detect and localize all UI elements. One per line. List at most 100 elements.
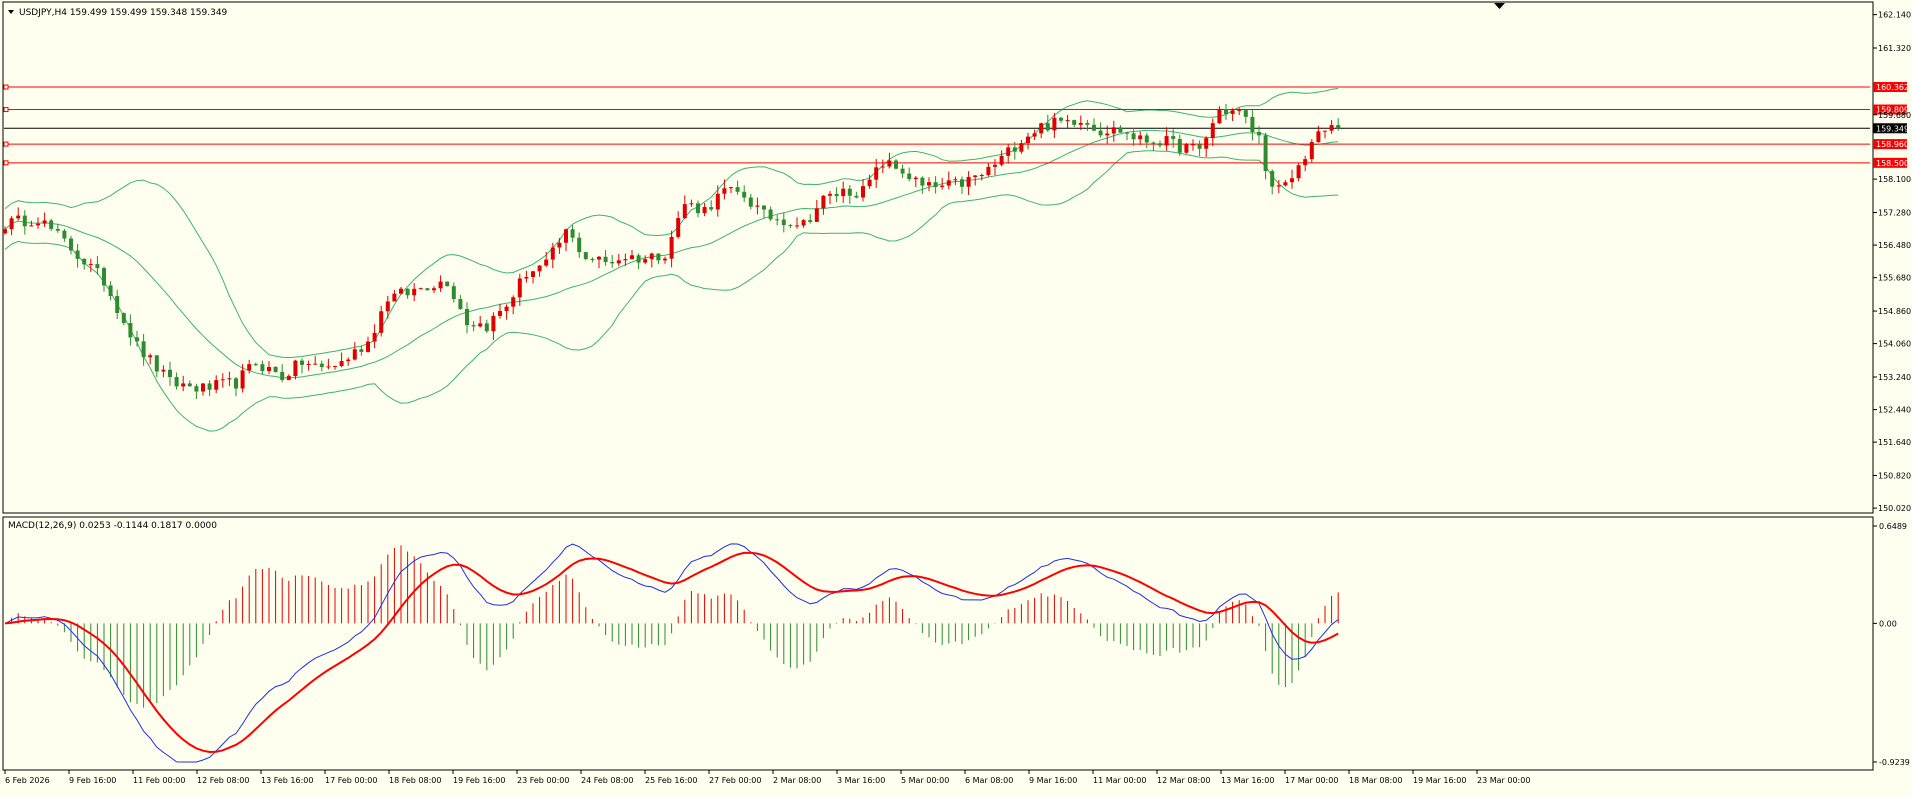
candle-body bbox=[597, 256, 601, 260]
candle-body bbox=[1257, 131, 1261, 136]
candle-body bbox=[465, 308, 469, 326]
candle-body bbox=[623, 259, 628, 261]
time-tick-label: 11 Mar 00:00 bbox=[1093, 776, 1146, 785]
candle bbox=[696, 200, 700, 218]
level-handle-2[interactable] bbox=[3, 141, 9, 147]
candle-body bbox=[201, 383, 205, 392]
candle bbox=[366, 336, 370, 353]
price-tick-label: 150.820 bbox=[1878, 472, 1911, 481]
candle-body bbox=[570, 229, 575, 238]
level-handle-0[interactable] bbox=[3, 84, 9, 90]
candle bbox=[643, 255, 648, 265]
candle bbox=[933, 176, 938, 194]
candle bbox=[88, 258, 93, 273]
candle bbox=[174, 372, 179, 390]
candle bbox=[69, 236, 73, 255]
candle-body bbox=[676, 218, 681, 237]
candle bbox=[451, 282, 456, 303]
candle-body bbox=[399, 288, 403, 294]
candle bbox=[1118, 125, 1123, 133]
candle bbox=[1243, 109, 1248, 124]
candle-body bbox=[537, 265, 542, 272]
horizontal-levels[interactable]: 160.362 159.809 158.960 158.500 159.349 bbox=[3, 82, 1909, 168]
candle bbox=[689, 199, 694, 207]
candle-body bbox=[366, 341, 370, 352]
candle-body bbox=[1323, 130, 1327, 132]
candle-body bbox=[1085, 122, 1090, 125]
candle-body bbox=[1059, 117, 1063, 121]
candle bbox=[1131, 127, 1136, 146]
candle-body bbox=[1026, 136, 1030, 144]
candle-body bbox=[425, 288, 430, 291]
candle bbox=[399, 286, 403, 295]
candle bbox=[280, 364, 285, 383]
candle bbox=[960, 176, 964, 194]
candle-body bbox=[1316, 131, 1321, 143]
candle-body bbox=[531, 271, 535, 278]
candle bbox=[1290, 169, 1294, 189]
candle bbox=[207, 380, 212, 396]
candle bbox=[273, 366, 278, 373]
candle-body bbox=[1164, 136, 1169, 146]
candle bbox=[214, 375, 219, 394]
candle-body bbox=[1329, 125, 1334, 131]
candle bbox=[1270, 169, 1275, 195]
candle-body bbox=[801, 220, 806, 226]
candle-body bbox=[273, 366, 278, 372]
candle-body bbox=[1131, 133, 1136, 140]
level-handle-3[interactable] bbox=[3, 160, 9, 166]
candle bbox=[1224, 103, 1228, 120]
candle bbox=[154, 355, 159, 378]
symbol-menu-triangle-icon[interactable] bbox=[8, 10, 14, 14]
candle-body bbox=[1138, 135, 1143, 140]
candle-body bbox=[9, 218, 14, 230]
candle-body bbox=[168, 369, 172, 378]
candle-body bbox=[986, 166, 991, 176]
candle-body bbox=[663, 258, 667, 261]
candle-body bbox=[1296, 165, 1301, 179]
candle-body bbox=[29, 225, 34, 227]
level-price-tag-1 bbox=[1873, 104, 1907, 115]
candle-body bbox=[69, 238, 73, 251]
level-handle-1[interactable] bbox=[3, 107, 9, 113]
candle-body bbox=[379, 311, 384, 333]
candle bbox=[346, 357, 351, 366]
candle-body bbox=[346, 359, 351, 362]
candle bbox=[1085, 119, 1090, 131]
candle-body bbox=[1045, 123, 1050, 131]
candle-body bbox=[1204, 138, 1209, 149]
candle-body bbox=[1151, 142, 1156, 144]
candle bbox=[940, 177, 945, 190]
candle-body bbox=[313, 363, 318, 365]
chart-shift-marker-icon[interactable] bbox=[1494, 3, 1505, 9]
candle-body bbox=[286, 376, 291, 380]
price-tick-label: 156.480 bbox=[1878, 241, 1911, 250]
time-tick-label: 6 Feb 2026 bbox=[5, 776, 50, 785]
candle-body bbox=[491, 315, 496, 332]
candle-body bbox=[1177, 138, 1182, 153]
time-tick-label: 27 Feb 00:00 bbox=[709, 776, 761, 785]
candle-body bbox=[999, 155, 1004, 165]
candle-body bbox=[913, 177, 918, 180]
candle-body bbox=[458, 299, 463, 309]
candle-body bbox=[834, 193, 839, 197]
candle-body bbox=[854, 195, 859, 198]
candle-body bbox=[696, 203, 700, 214]
candle bbox=[544, 251, 549, 268]
candle-body bbox=[735, 187, 740, 192]
price-tick-label: 154.860 bbox=[1878, 307, 1911, 316]
time-tick-label: 18 Mar 08:00 bbox=[1349, 776, 1402, 785]
candle-body bbox=[1039, 123, 1044, 134]
time-tick-label: 5 Mar 00:00 bbox=[901, 776, 949, 785]
candle bbox=[854, 191, 859, 199]
candle bbox=[1026, 132, 1030, 150]
macd-tick-label: 0.6489 bbox=[1879, 522, 1907, 531]
price-tick-label: 153.240 bbox=[1878, 373, 1911, 382]
candle-body bbox=[550, 247, 555, 260]
candle-body bbox=[1243, 110, 1248, 117]
candle bbox=[471, 321, 476, 332]
candle bbox=[781, 212, 786, 233]
price-tick-label: 157.280 bbox=[1878, 209, 1911, 218]
